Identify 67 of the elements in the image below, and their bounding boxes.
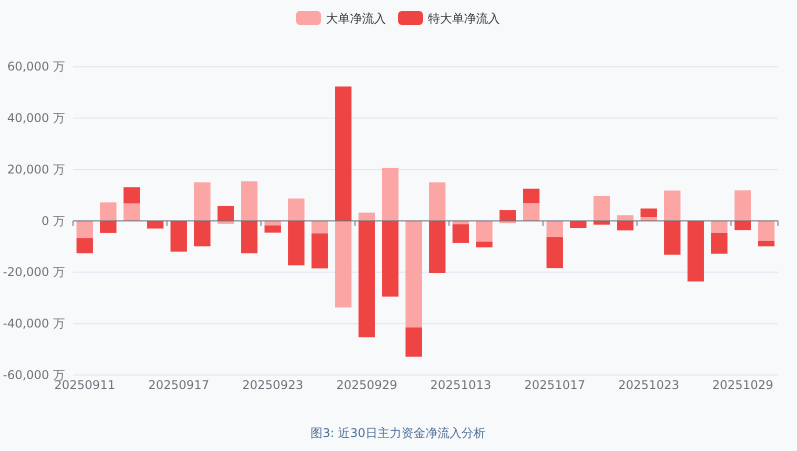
bar — [124, 203, 140, 221]
bar — [264, 225, 281, 233]
bar — [476, 220, 492, 242]
bar — [640, 216, 657, 221]
x-tick-label: 20250917 — [148, 378, 210, 392]
bar — [382, 168, 398, 221]
bar — [664, 190, 680, 221]
y-tick-label: 40,000 万 — [7, 111, 65, 126]
legend-label: 大单净流入 — [326, 12, 386, 26]
bar — [241, 220, 258, 254]
bar — [476, 242, 492, 248]
bar — [546, 220, 563, 238]
bar — [640, 208, 657, 217]
bar — [734, 220, 751, 230]
bar — [406, 327, 422, 357]
bar — [241, 181, 258, 221]
bar — [758, 220, 774, 241]
bar — [758, 240, 774, 246]
y-tick-label: 60,000 万 — [7, 60, 65, 74]
bar — [288, 198, 304, 221]
x-tick-label: 20250929 — [336, 378, 398, 392]
x-tick-label: 20250923 — [242, 378, 304, 392]
bar — [688, 220, 704, 282]
bar — [546, 237, 563, 268]
legend-label: 特大单净流入 — [428, 12, 500, 26]
bar — [523, 188, 540, 204]
bar — [358, 212, 375, 221]
bar — [194, 220, 210, 246]
bar — [452, 224, 469, 243]
bar — [147, 220, 164, 229]
bar — [358, 220, 375, 338]
bar — [100, 220, 116, 233]
x-tick-label: 20251029 — [712, 378, 774, 392]
y-tick-label: -20,000 万 — [2, 265, 65, 280]
bar — [429, 220, 446, 274]
bar — [288, 220, 304, 266]
bar — [406, 220, 422, 328]
bar — [734, 190, 751, 221]
bar — [335, 86, 352, 221]
bar — [124, 187, 140, 204]
y-tick-label: 20,000 万 — [7, 162, 65, 176]
bar — [711, 220, 728, 233]
text: 图3: 近30日主力资金净流入分析 — [310, 426, 486, 440]
x-tick-label: 20251023 — [618, 378, 680, 392]
bar — [594, 196, 610, 221]
bar — [617, 220, 634, 230]
bar — [312, 233, 328, 268]
bar — [194, 182, 210, 221]
bar — [170, 220, 187, 252]
bar — [429, 182, 446, 221]
y-tick-label: -40,000 万 — [2, 316, 65, 331]
bar — [523, 203, 540, 221]
bar — [218, 206, 234, 221]
bar — [382, 220, 398, 297]
x-tick-label: 20251017 — [524, 378, 586, 392]
bar — [570, 220, 586, 228]
bar — [664, 220, 680, 255]
y-tick-label: 0 万 — [42, 214, 65, 228]
bar — [335, 220, 352, 308]
bar — [711, 232, 728, 254]
bar — [76, 238, 93, 254]
bar — [76, 220, 93, 238]
bar — [100, 202, 116, 221]
bar — [617, 215, 634, 221]
bar — [500, 210, 516, 221]
x-tick-label: 20251013 — [430, 378, 492, 392]
bar — [312, 220, 328, 234]
